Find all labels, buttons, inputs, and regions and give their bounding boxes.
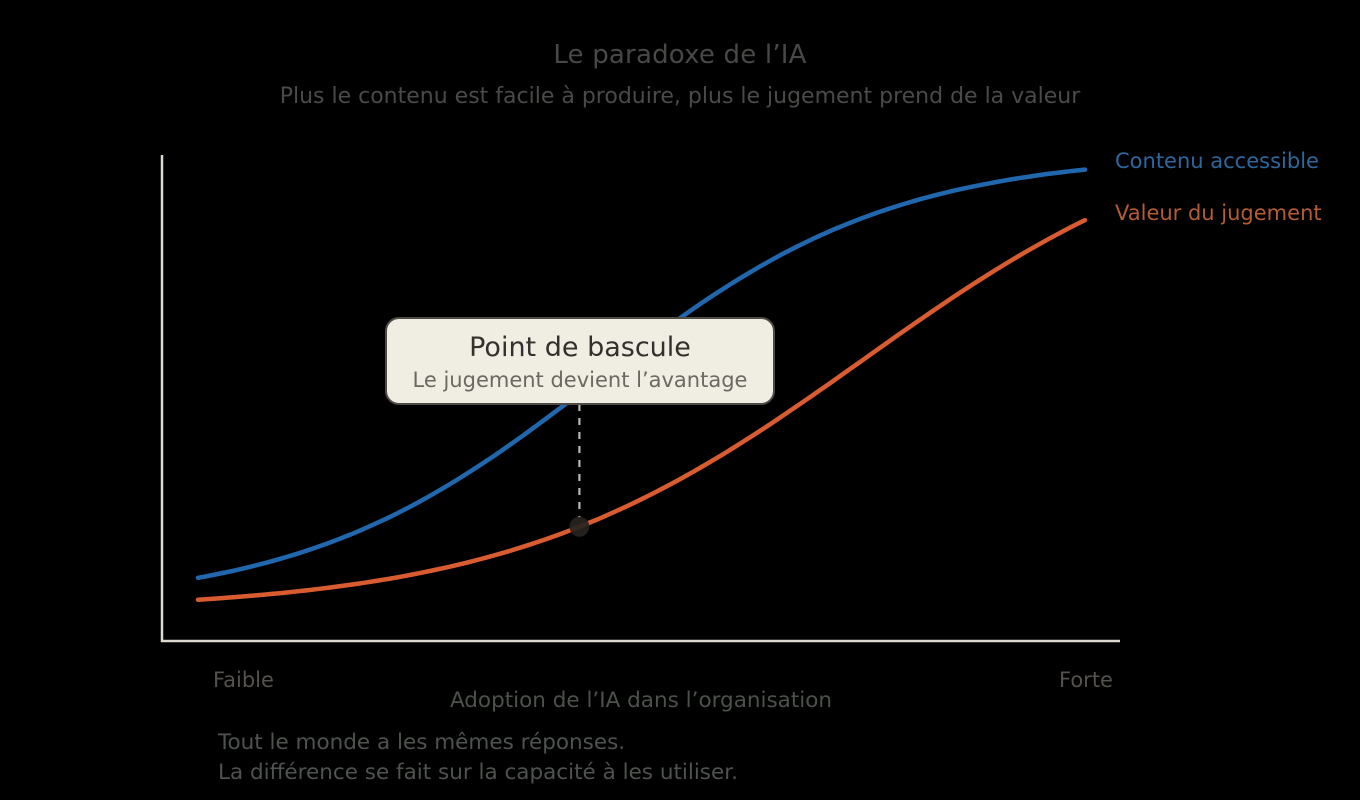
- x-tick-label-faible: Faible: [213, 668, 274, 692]
- footnote-line-2: La différence se fait sur la capacité à …: [218, 760, 738, 785]
- footnote: Tout le monde a les mêmes réponses. La d…: [218, 728, 738, 788]
- chart-title: Le paradoxe de l’IA: [553, 40, 807, 70]
- tipping-point-annotation-card: Point de bascule Le jugement devient l’a…: [385, 317, 775, 405]
- x-axis-label: Adoption de l’IA dans l’organisation: [449, 688, 833, 713]
- curve-valeur-du-jugement: [195, 217, 1088, 602]
- axis-spines: [160, 155, 1120, 643]
- legend-label-valeur-du-jugement: Valeur du jugement: [1115, 201, 1322, 225]
- x-tick-label-forte: Forte: [1059, 668, 1113, 692]
- legend-label-contenu-accessible: Contenu accessible: [1115, 149, 1319, 173]
- chart-subtitle: Plus le contenu est facile à produire, p…: [279, 84, 1081, 109]
- tipping-point-marker: [569, 516, 590, 537]
- footnote-line-1: Tout le monde a les mêmes réponses.: [218, 730, 626, 755]
- annotation-title: Point de bascule: [469, 332, 691, 363]
- annotation-subtitle: Le jugement devient l’avantage: [412, 368, 748, 392]
